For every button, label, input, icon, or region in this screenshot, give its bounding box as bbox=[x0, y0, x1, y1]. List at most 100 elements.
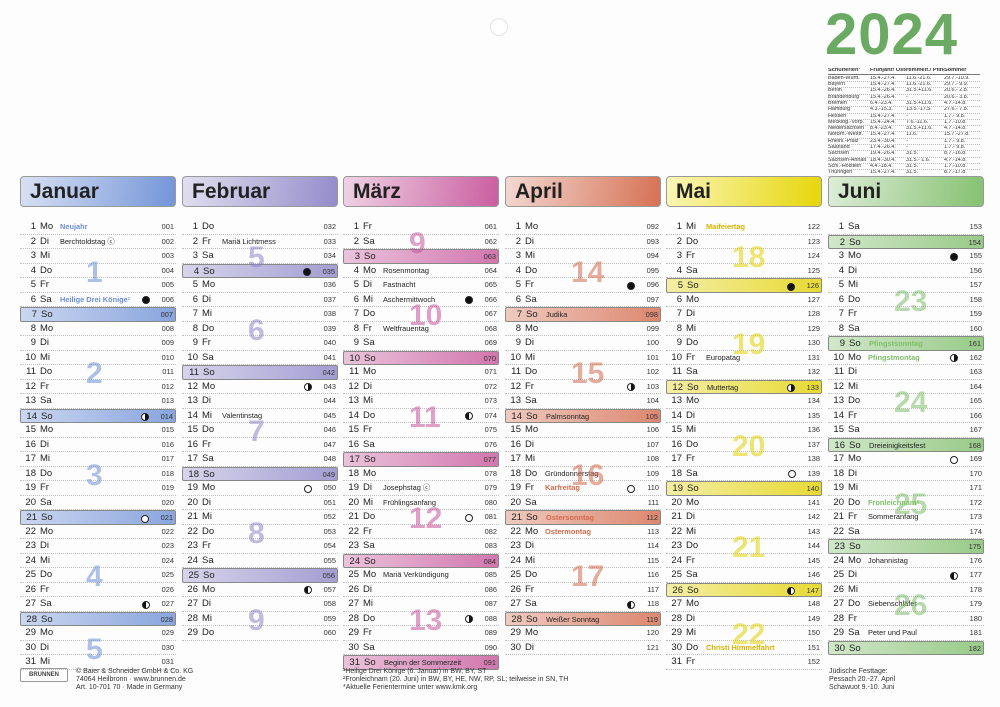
day-row: 14 Do 074 bbox=[343, 409, 499, 423]
day-of-year: 080 bbox=[484, 497, 497, 507]
day-number: 12 bbox=[833, 380, 844, 392]
day-row: 21 Mi 052 bbox=[182, 510, 338, 525]
day-row: 1 Do 032 bbox=[182, 220, 338, 235]
day-of-year: 022 bbox=[161, 526, 174, 536]
day-of-year: 085 bbox=[484, 570, 497, 579]
day-row: 25 Do 116 bbox=[505, 568, 661, 583]
day-number: 8 bbox=[192, 322, 198, 334]
day-number: 6 bbox=[676, 293, 682, 305]
day-of-year: 074 bbox=[484, 410, 497, 420]
weekday: Mo bbox=[525, 221, 539, 232]
day-row: 1 Mi Maifeiertag 122 bbox=[666, 220, 822, 235]
day-number: 10 bbox=[349, 352, 360, 364]
footnote: ²Fronleichnam (20. Juni) in BW, BY, HE, … bbox=[343, 676, 569, 684]
weekday: Mo bbox=[363, 264, 377, 276]
day-of-year: 117 bbox=[647, 584, 659, 594]
day-row: 20 Mi Frühlingsanfang 080 bbox=[343, 496, 499, 510]
day-number: 29 bbox=[25, 627, 36, 638]
weekday: Sa bbox=[686, 569, 698, 580]
holiday-label: Judika bbox=[546, 310, 568, 319]
day-row: 30 Sa 090 bbox=[343, 641, 499, 655]
day-number: 24 bbox=[349, 555, 360, 567]
day-number: 26 bbox=[510, 583, 521, 595]
weekday: Di bbox=[848, 569, 857, 580]
day-row: 26 So 147 bbox=[666, 582, 822, 597]
table-cell: 1.7.- 9.8. bbox=[944, 113, 966, 119]
weekday: Mo bbox=[202, 380, 216, 392]
day-row: 20 Di 051 bbox=[182, 496, 338, 510]
table-cell: 8.7.-17.8. bbox=[944, 170, 967, 176]
weekday: Fr bbox=[848, 409, 857, 421]
day-number: 14 bbox=[511, 410, 522, 422]
day-row: 18 Di 170 bbox=[828, 467, 984, 481]
day-row: 10 Mi 010 bbox=[20, 351, 176, 365]
day-row: 19 Fr Karfreitag 110 bbox=[505, 481, 661, 496]
day-number: 28 bbox=[671, 612, 682, 624]
day-of-year: 126 bbox=[806, 281, 819, 290]
day-row: 18 Mo 078 bbox=[343, 467, 499, 481]
day-number: 24 bbox=[25, 554, 36, 566]
day-of-year: 150 bbox=[807, 628, 820, 637]
table-cell: 31.5. bbox=[906, 151, 918, 157]
weekday: So bbox=[364, 555, 376, 567]
day-of-year: 065 bbox=[484, 280, 497, 289]
weekday: Mi bbox=[686, 627, 697, 638]
weekday: So bbox=[41, 410, 53, 422]
day-of-year: 153 bbox=[969, 222, 982, 231]
weekday: Fr bbox=[40, 279, 49, 290]
moon-phase-icon bbox=[787, 587, 795, 595]
weekday: Sa bbox=[686, 264, 698, 276]
day-list: 1 Mo Neujahr 001 2 Di Berchtoldstag ⓒ 002 3 Mi 003… bbox=[20, 220, 176, 670]
day-number: 12 bbox=[25, 380, 36, 392]
day-row: 13 Mo 134 bbox=[666, 394, 822, 409]
day-of-year: 003 bbox=[161, 251, 174, 260]
day-of-year: 097 bbox=[646, 294, 659, 304]
day-row: 3 Mo 155 bbox=[828, 249, 984, 264]
day-of-year: 068 bbox=[484, 323, 497, 333]
company-info: © Baier & Schneider GmbH & Co. KG 74064 … bbox=[76, 668, 193, 693]
weekday: So bbox=[364, 657, 376, 668]
day-row: 4 Do 095 bbox=[505, 264, 661, 278]
day-row: 5 So 126 bbox=[666, 278, 822, 293]
day-number: 17 bbox=[349, 454, 360, 465]
day-row: 6 Sa Heilige Drei Könige¹ 006 bbox=[20, 293, 176, 307]
holiday-label: Fronleichnam² bbox=[868, 497, 919, 507]
weekday: Mi bbox=[363, 598, 374, 609]
day-number: 9 bbox=[353, 337, 359, 348]
day-row: 6 Mi Aschermittwoch 066 bbox=[343, 293, 499, 307]
day-row: 26 Mo 057 bbox=[182, 583, 338, 597]
weekday: Mo bbox=[40, 322, 54, 334]
table-cell: Hamburg bbox=[828, 107, 851, 113]
day-of-year: 162 bbox=[969, 352, 982, 362]
day-of-year: 100 bbox=[646, 338, 659, 347]
day-number: 10 bbox=[510, 351, 521, 363]
day-number: 30 bbox=[510, 641, 521, 653]
day-of-year: 072 bbox=[484, 381, 497, 391]
moon-phase-icon bbox=[142, 296, 150, 304]
weekday: Fr bbox=[202, 337, 211, 348]
day-number: 15 bbox=[833, 424, 844, 435]
day-row: 25 Mo Mariä Verkündigung 085 bbox=[343, 568, 499, 583]
day-of-year: 158 bbox=[969, 294, 982, 304]
table-cell: Berlin bbox=[828, 88, 842, 94]
day-list: 1 Mo 092 2 Di 093 3 Mi 094 4 Do 095 5 Fr 096 6 Sa 097 7 So J… bbox=[505, 220, 661, 655]
day-of-year: 078 bbox=[484, 468, 497, 478]
day-number: 2 bbox=[353, 235, 359, 247]
day-of-year: 157 bbox=[969, 280, 982, 289]
weekday: Sa bbox=[525, 496, 537, 508]
day-row: 2 Di Berchtoldstag ⓒ 002 bbox=[20, 235, 176, 249]
table-row: Hessen 15.4.-27.4. - 1.7.- 9.8. bbox=[828, 114, 980, 120]
day-of-year: 118 bbox=[647, 599, 659, 608]
day-of-year: 050 bbox=[323, 483, 336, 492]
weekday: Fr bbox=[363, 627, 372, 638]
table-cell: Mecklbg.-Vorp. bbox=[828, 119, 864, 125]
day-number: 11 bbox=[349, 366, 359, 377]
day-row: 2 Do 123 bbox=[666, 235, 822, 249]
day-row: 20 Do Fronleichnam² 172 bbox=[828, 496, 984, 510]
day-of-year: 091 bbox=[483, 658, 496, 667]
day-number: 10 bbox=[25, 351, 36, 363]
day-number: 31 bbox=[25, 656, 36, 667]
weekday: Sa bbox=[363, 235, 375, 247]
month-column-juni: Juni 1 Sa 153 2 So 154 3 Mo 155 4 Di 156 5 Mi 157 6 Do 158… bbox=[828, 176, 984, 655]
day-of-year: 064 bbox=[484, 265, 497, 275]
